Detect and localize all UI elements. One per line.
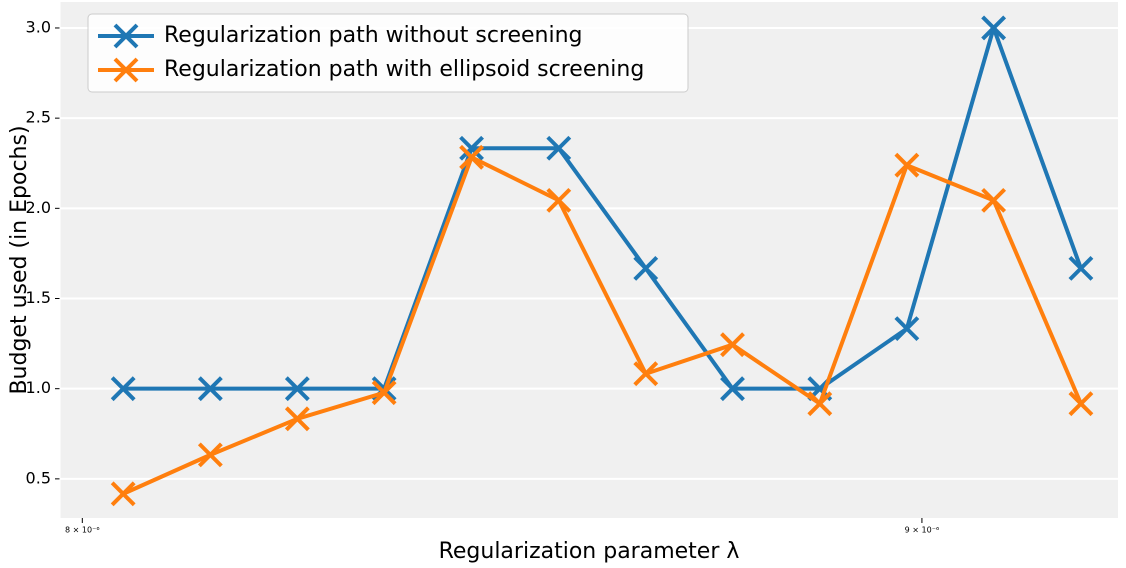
y-tick-label: 1.5 (26, 288, 51, 307)
x-tick-label: 9 × 10⁻⁶ (905, 526, 940, 535)
marker (720, 376, 745, 402)
marker (981, 187, 1007, 213)
marker (110, 481, 136, 507)
marker (1068, 391, 1094, 417)
marker (197, 376, 223, 402)
y-tick-label: 1.0 (26, 378, 51, 397)
marker (110, 376, 136, 402)
legend-label: Regularization path without screening (164, 23, 583, 48)
marker (633, 361, 659, 387)
series-line (123, 25, 1083, 391)
marker (1068, 255, 1094, 281)
marker (807, 391, 833, 417)
marker (284, 406, 310, 432)
y-tick-label: 0.5 (26, 468, 51, 487)
marker (981, 15, 1007, 41)
x-axis-label: Regularization parameter λ (439, 539, 740, 564)
series-line (122, 155, 1083, 496)
marker (720, 332, 745, 358)
y-tick-label: 2.5 (26, 108, 51, 127)
marker (197, 442, 223, 468)
y-tick-label: 3.0 (26, 17, 51, 36)
legend-marker (113, 23, 139, 49)
marker (546, 135, 572, 161)
marker (633, 255, 659, 281)
legend-marker (113, 57, 139, 83)
marker (459, 144, 484, 170)
marker (459, 135, 484, 161)
y-axis-label: Budget used (in Epochs) (7, 125, 32, 394)
x-tick-label: 8 × 10⁻⁶ (65, 526, 100, 535)
legend-label: Regularization path with ellipsoid scree… (164, 57, 644, 82)
legend-box (87, 13, 689, 93)
marker (546, 187, 572, 213)
marker (894, 316, 920, 342)
marker (284, 376, 310, 402)
y-tick-label: 2.0 (26, 198, 51, 217)
legend: Regularization path without screening Reg… (87, 13, 689, 93)
marker (371, 380, 397, 406)
marker (894, 152, 920, 178)
